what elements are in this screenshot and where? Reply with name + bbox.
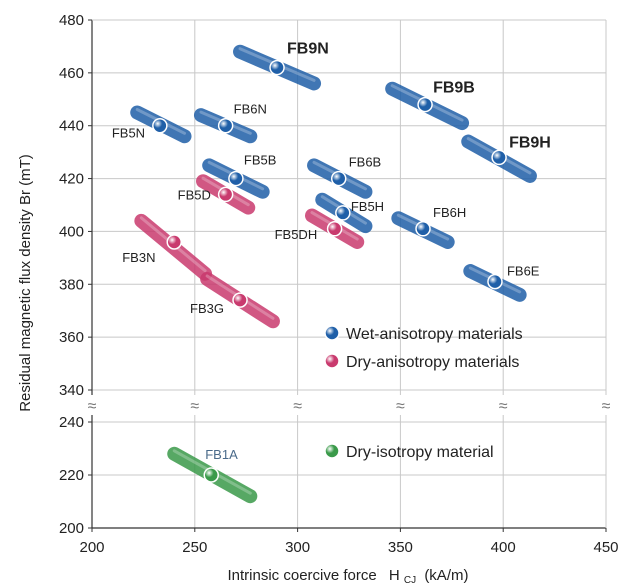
label-fb9n: FB9N [287, 41, 329, 58]
y-tick-label-upper-4: 420 [59, 171, 84, 188]
label-fb5n: FB5N [112, 126, 145, 141]
legend-label-iso: Dry-isotropy material [346, 444, 494, 461]
x-tick-label-1: 250 [182, 539, 207, 556]
marker-fb6e [487, 273, 503, 290]
y-axis-title: Residual magnetic flux density Br (mT) [17, 154, 34, 412]
x-axis-title-subscript: CJ [404, 575, 416, 586]
y-tick-label-lower-2: 240 [59, 414, 84, 431]
y-tick-label-upper-7: 480 [59, 12, 84, 29]
y-tick-label-lower-1: 220 [59, 467, 84, 484]
marker-fb9b [417, 96, 433, 113]
label-fb6b: FB6B [349, 155, 382, 170]
axis-break-band [82, 395, 616, 415]
axis-break-symbol-4: ≈ [499, 398, 508, 415]
label-fb9h: FB9H [509, 134, 551, 151]
x-axis-title: Intrinsic coercive force H CJ (kA/m) [228, 567, 469, 586]
material-bands [130, 44, 537, 504]
marker-fb6n [217, 117, 234, 134]
axis-break-symbol-0: ≈ [88, 398, 97, 415]
marker-fb3n [166, 234, 182, 250]
legend-label-dry: Dry-anisotropy materials [346, 354, 519, 371]
label-fb6n: FB6N [234, 102, 267, 117]
label-fb6e: FB6E [507, 264, 540, 279]
axis-break-symbol-3: ≈ [396, 398, 405, 415]
legend-marker-dry [324, 353, 340, 369]
legend-label-wet: Wet-anisotropy materials [346, 326, 523, 343]
label-fb5h: FB5H [351, 199, 384, 214]
x-axis-title-symbol: H [389, 567, 400, 584]
label-fb5dh: FB5DH [275, 227, 318, 242]
label-fb1a: FB1A [205, 447, 238, 462]
marker-fb5n [152, 117, 168, 134]
marker-fb5b [228, 170, 244, 187]
marker-fb9n [269, 59, 285, 76]
label-fb3g: FB3G [190, 301, 224, 316]
label-fb5b: FB5B [244, 153, 277, 168]
label-fb5d: FB5D [178, 187, 211, 202]
y-tick-label-upper-0: 340 [59, 382, 84, 399]
axis-break-symbol-1: ≈ [190, 398, 199, 415]
x-tick-label-4: 400 [491, 539, 516, 556]
y-tick-label-upper-2: 380 [59, 276, 84, 293]
axes: 200 250 300 350 400 450 340 360 380 400 420 440 460 4… [59, 12, 619, 556]
x-tick-label-2: 300 [285, 539, 310, 556]
x-axis-title-unit: (kA/m) [424, 567, 468, 584]
marker-fb5h [335, 205, 351, 221]
legend: Wet-anisotropy materials Dry-anisotropy m… [324, 325, 523, 461]
label-fb3n: FB3N [122, 250, 155, 265]
x-tick-label-5: 450 [593, 539, 618, 556]
marker-fb6b [330, 170, 347, 187]
y-tick-label-upper-3: 400 [59, 223, 84, 240]
x-axis-title-text: Intrinsic coercive force [228, 567, 377, 584]
material-markers [152, 59, 507, 483]
legend-marker-iso [324, 443, 340, 459]
marker-fb1a [203, 467, 219, 483]
y-tick-label-upper-6: 460 [59, 65, 84, 82]
x-tick-label-0: 200 [79, 539, 104, 556]
x-tick-label-3: 350 [388, 539, 413, 556]
marker-fb9h [491, 149, 507, 166]
legend-marker-wet [324, 325, 340, 341]
material-labels: FB9N FB5N FB6N FB9B FB9H FB5B FB6B FB5D FB5H FB6H… [112, 41, 551, 462]
label-fb9b: FB9B [433, 80, 475, 97]
axis-break-symbol-5: ≈ [602, 398, 611, 415]
label-fb6h: FB6H [433, 205, 466, 220]
marker-fb3g [232, 292, 248, 308]
marker-fb6h [415, 221, 431, 237]
marker-fb5d [217, 186, 234, 203]
marker-fb5dh [326, 221, 343, 237]
y-tick-label-lower-0: 200 [59, 520, 84, 537]
axis-break-symbol-2: ≈ [293, 398, 302, 415]
y-tick-label-upper-1: 360 [59, 329, 84, 346]
y-tick-label-upper-5: 440 [59, 118, 84, 135]
